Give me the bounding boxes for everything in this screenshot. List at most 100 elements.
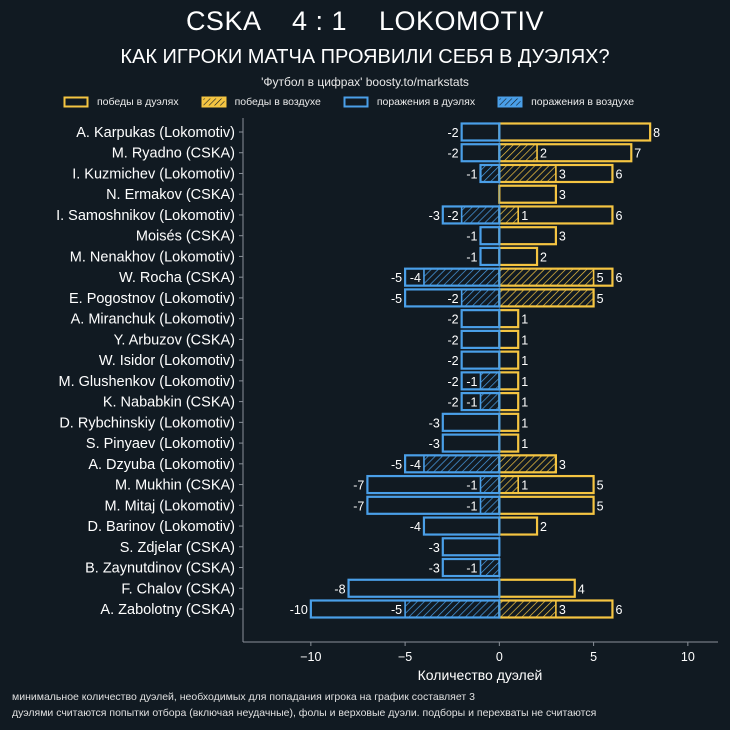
bar-losses-total xyxy=(441,537,501,557)
y-tick-label: M. Mukhin (CSKA) xyxy=(115,478,235,494)
label-losses-total: -8 xyxy=(334,582,345,596)
legend-item-losses-total: поражения в дуэлях xyxy=(343,96,475,108)
y-tick-label: M. Mitaj (Lokomotiv) xyxy=(104,498,235,514)
bar-losses-total xyxy=(479,246,501,267)
label-wins-total: 3 xyxy=(559,230,566,244)
bar-losses-aerial xyxy=(479,496,501,515)
label-wins-total: 5 xyxy=(597,479,604,493)
bar-wins-total xyxy=(498,226,557,246)
label-losses-total: -2 xyxy=(448,375,459,389)
label-wins-total: 1 xyxy=(521,437,528,451)
bar-losses-aerial xyxy=(423,454,501,474)
bar-wins-total xyxy=(498,122,652,142)
bars xyxy=(309,122,652,619)
axes: −10 −5 0 5 10 A. Karpukas (Lokomotiv) M. Ryadn… xyxy=(56,118,718,664)
label-wins-total: 7 xyxy=(634,147,641,161)
bar-wins-total xyxy=(498,350,520,370)
y-tick-label: Moisés (CSKA) xyxy=(136,229,235,245)
bar-wins-aerial xyxy=(498,164,557,183)
label-losses-aerial: -1 xyxy=(466,396,477,410)
label-losses-total: -1 xyxy=(466,167,477,181)
y-tick-label: A. Zabolotny (CSKA) xyxy=(100,602,235,618)
chart-title: CSKA 4 : 1 LOKOMOTIV xyxy=(185,6,545,36)
y-tick-label: M. Ryadno (CSKA) xyxy=(112,146,235,162)
label-wins-aerial: 3 xyxy=(559,167,566,181)
label-losses-total: -4 xyxy=(410,520,421,534)
label-wins-total: 6 xyxy=(615,209,622,223)
bar-wins-aerial xyxy=(498,267,595,287)
label-wins-total: 2 xyxy=(540,520,547,534)
bar-wins-total xyxy=(498,371,520,391)
label-losses-total: -7 xyxy=(353,479,364,493)
y-tick-label: F. Chalov (CSKA) xyxy=(121,581,235,597)
label-losses-total: -3 xyxy=(429,541,440,555)
label-losses-aerial: -5 xyxy=(391,603,402,617)
legend-item-wins-aerial: победы в воздухе xyxy=(201,96,321,108)
label-losses-total: -2 xyxy=(448,354,459,368)
legend-label: поражения в воздухе xyxy=(531,96,635,108)
label-wins-total: 1 xyxy=(521,333,528,347)
label-losses-total: -3 xyxy=(429,209,440,223)
label-wins-aerial: 3 xyxy=(559,603,566,617)
bar-wins-total xyxy=(498,246,539,267)
bar-losses-total xyxy=(460,309,501,329)
label-wins-total: 1 xyxy=(521,354,528,368)
bar-wins-total xyxy=(498,309,520,329)
bar-wins-total xyxy=(498,329,520,349)
legend-swatch-losses-total xyxy=(343,96,369,108)
bar-wins-total xyxy=(498,433,520,453)
label-wins-total: 6 xyxy=(615,271,622,285)
bar-wins-aerial xyxy=(498,143,538,163)
y-tick-label: A. Miranchuk (Lokomotiv) xyxy=(71,312,235,328)
bar-losses-total xyxy=(366,474,501,495)
label-losses-total: -10 xyxy=(290,603,308,617)
label-losses-aerial: -2 xyxy=(448,209,459,223)
legend-swatch-wins-aerial xyxy=(201,96,227,108)
bar-losses-aerial xyxy=(479,475,501,494)
legend-label: поражения в дуэлях xyxy=(376,96,476,108)
bar-wins-total xyxy=(498,412,520,432)
bar-losses-total xyxy=(441,412,501,432)
x-axis-label: Количество дуэлей xyxy=(418,667,543,683)
label-losses-total: -3 xyxy=(429,437,440,451)
label-losses-aerial: -1 xyxy=(466,375,477,389)
bar-losses-total xyxy=(347,578,501,598)
bar-wins-total xyxy=(498,495,595,515)
label-losses-total: -1 xyxy=(466,250,477,264)
label-wins-total: 4 xyxy=(578,582,585,596)
bar-wins-total xyxy=(498,578,576,598)
y-tick-label: I. Kuzmichev (Lokomotiv) xyxy=(72,166,235,182)
legend-label: победы в дуэлях xyxy=(97,96,179,108)
bar-losses-total xyxy=(422,516,501,536)
label-wins-aerial: 1 xyxy=(521,479,528,493)
y-tick-label: E. Pogostnov (Lokomotiv) xyxy=(69,291,235,307)
legend-item-losses-aerial: поражения в воздухе xyxy=(497,96,634,108)
bar-wins-aerial xyxy=(498,288,595,308)
label-losses-aerial: -1 xyxy=(466,499,477,513)
label-losses-total: -3 xyxy=(429,416,440,430)
label-wins-total: 1 xyxy=(521,396,528,410)
label-wins-aerial: 5 xyxy=(597,271,604,285)
bar-losses-aerial xyxy=(404,599,501,619)
label-losses-total: -2 xyxy=(448,396,459,410)
label-losses-aerial: -1 xyxy=(466,479,477,493)
y-tick-label: A. Dzyuba (Lokomotiv) xyxy=(88,457,235,473)
bar-losses-aerial xyxy=(423,267,501,287)
bar-wins-total xyxy=(498,392,520,412)
bar-losses-total xyxy=(460,329,501,349)
label-wins-total: 1 xyxy=(521,375,528,389)
label-losses-aerial: -1 xyxy=(466,562,477,576)
label-losses-total: -2 xyxy=(448,333,459,347)
y-tick-label: D. Barinov (Lokomotiv) xyxy=(88,519,235,535)
legend: победы в дуэлях победы в воздухе поражен… xyxy=(63,94,656,110)
y-tick-label: W. Isidor (Lokomotiv) xyxy=(99,353,235,369)
y-tick-label: K. Nababkin (CSKA) xyxy=(103,395,235,411)
y-tick-label: Y. Arbuzov (CSKA) xyxy=(114,332,235,348)
label-wins-total: 5 xyxy=(597,499,604,513)
y-tick-label: B. Zaynutdinov (CSKA) xyxy=(85,561,235,577)
legend-item-wins-total: победы в дуэлях xyxy=(63,96,179,108)
bar-losses-total xyxy=(460,350,501,370)
label-losses-total: -1 xyxy=(466,230,477,244)
bar-losses-aerial xyxy=(479,164,501,183)
